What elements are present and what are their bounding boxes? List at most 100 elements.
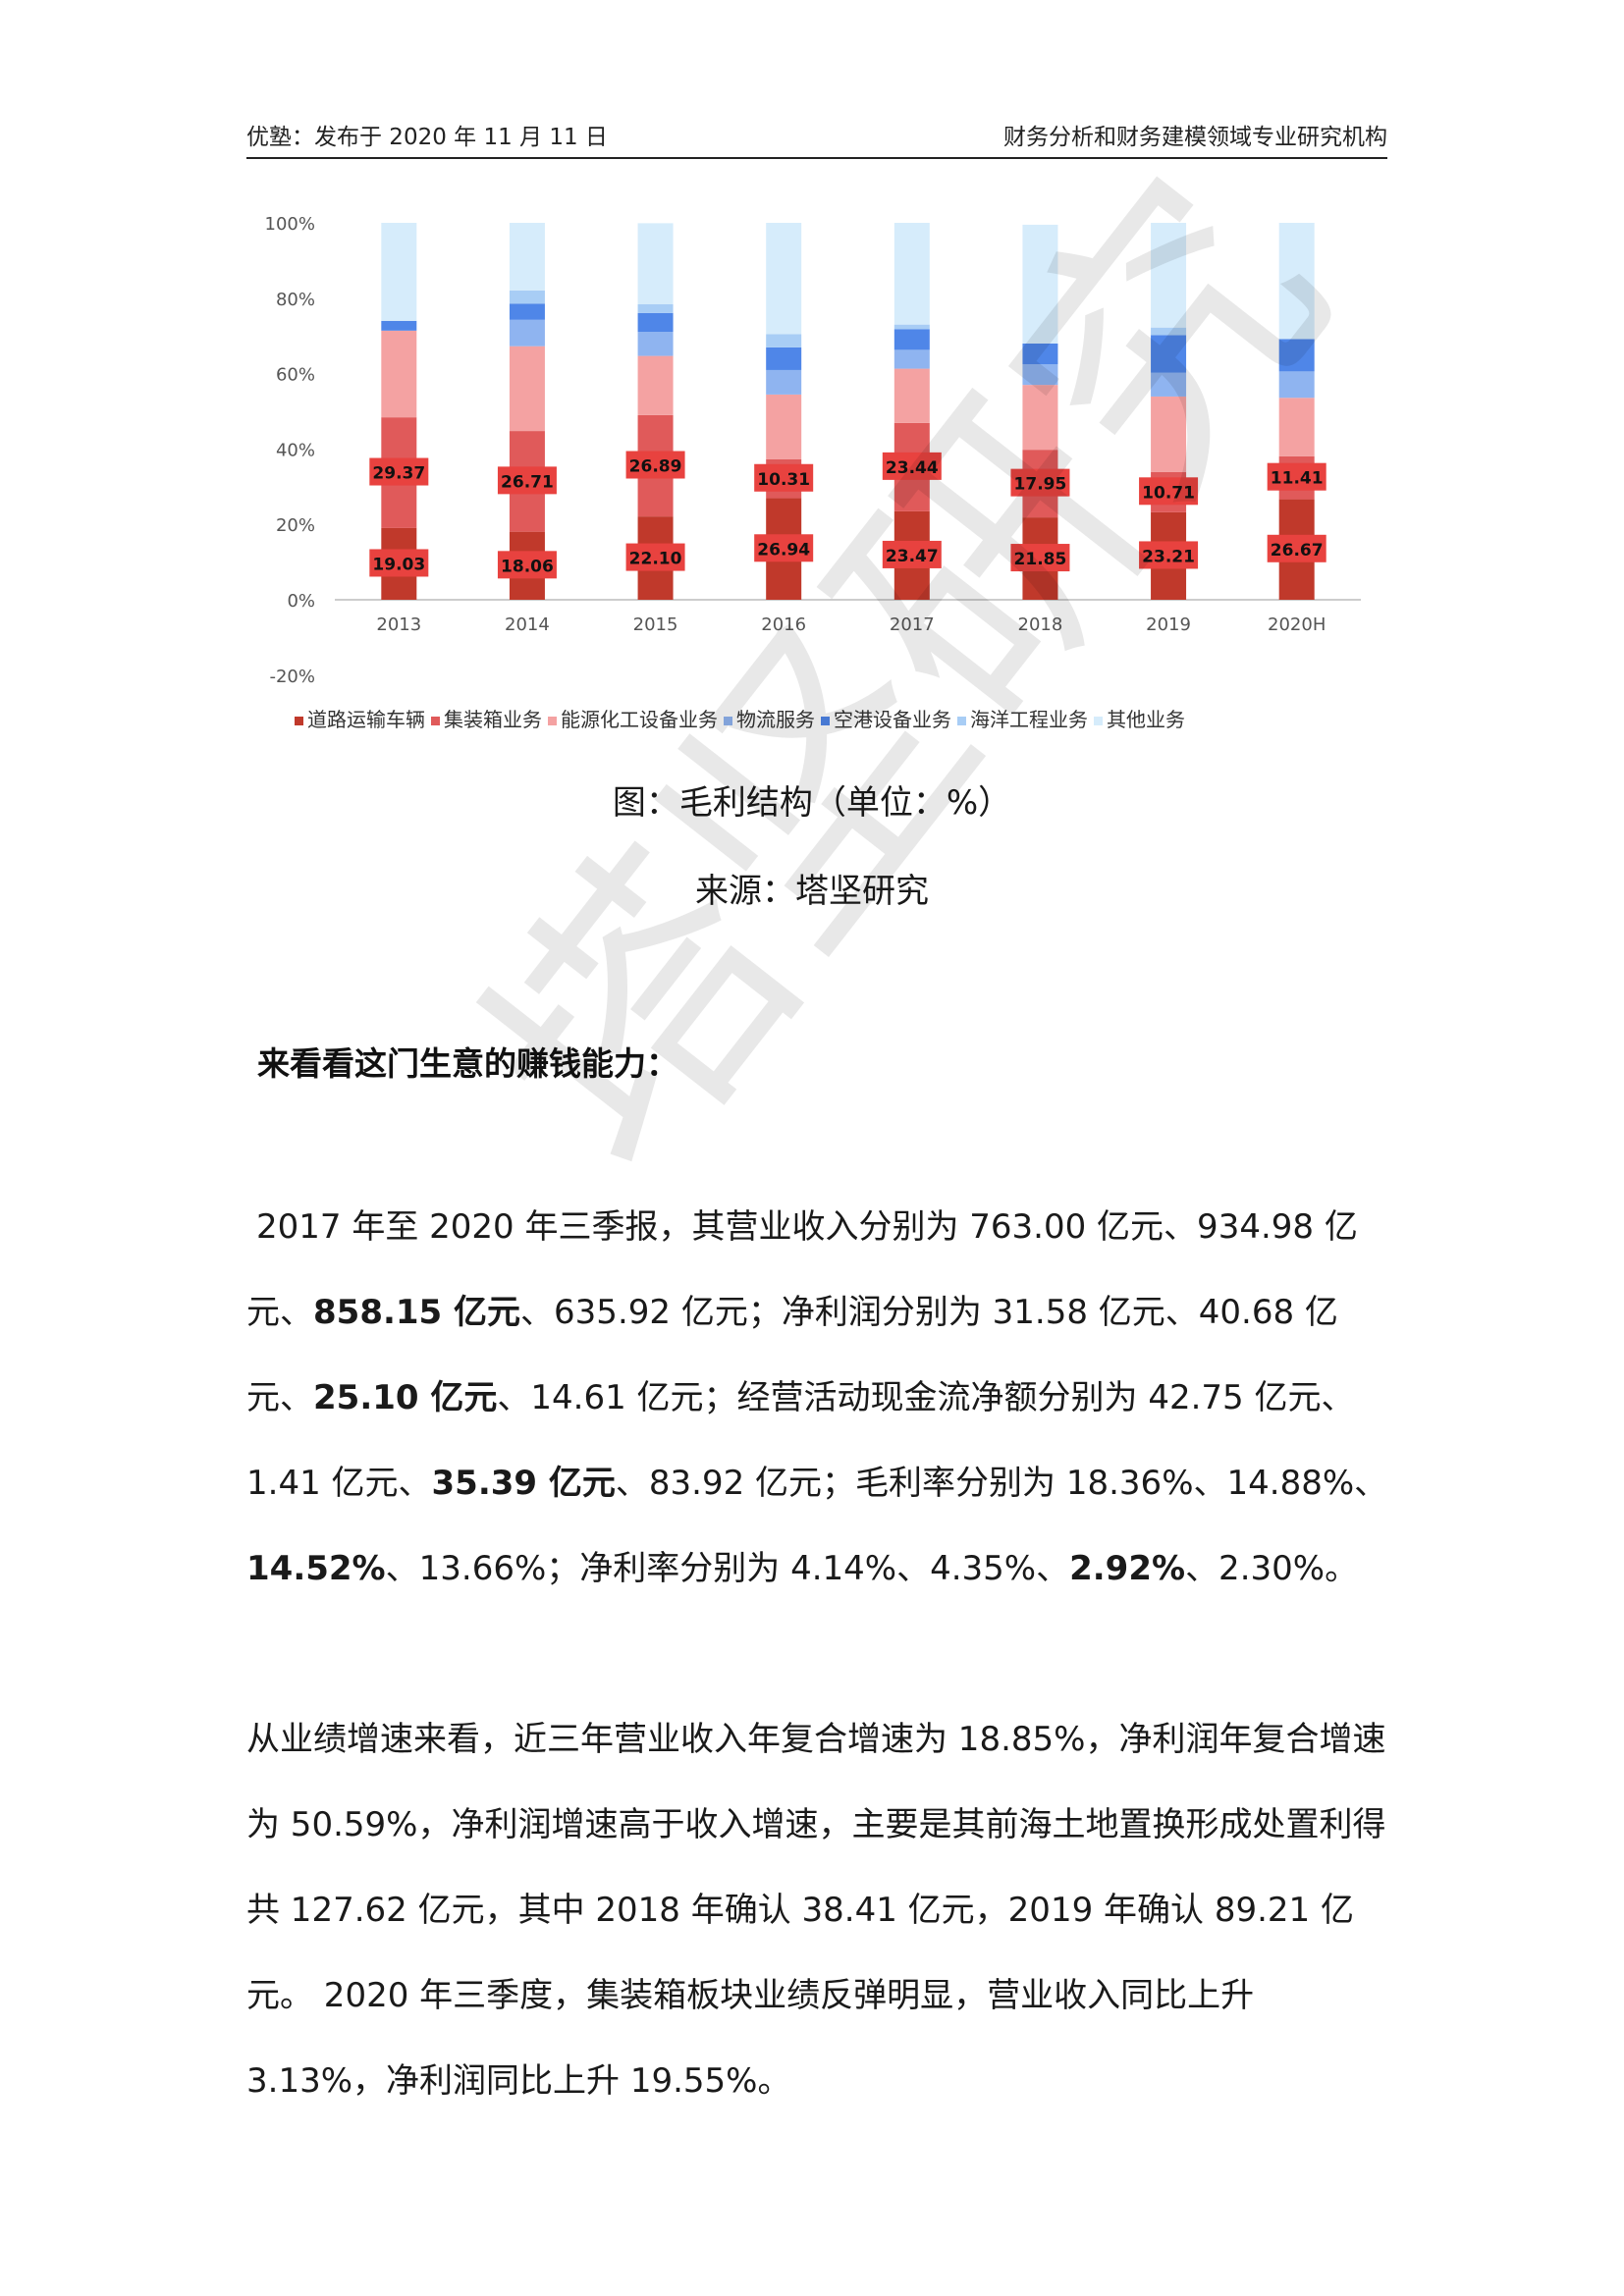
legend-item: 空港设备业务 <box>821 704 951 732</box>
bar-segment <box>893 368 930 423</box>
y-tick-label: 20% <box>276 515 315 536</box>
bar-segment <box>637 355 674 415</box>
bar-segment <box>1278 371 1315 399</box>
legend-item: 道路运输车辆 <box>295 704 425 732</box>
bar-segment <box>766 334 802 347</box>
bar-segment <box>766 223 802 335</box>
data-label: 23.44 <box>886 458 939 478</box>
chart-legend: 道路运输车辆 集装箱业务 能源化工设备业务 物流服务 空港设备业务 海洋工程业务 其他业务 <box>295 704 1375 732</box>
y-tick-label: 80% <box>276 290 315 310</box>
legend-swatch <box>431 717 440 725</box>
data-label: 22.10 <box>629 550 682 569</box>
text-run: 、14.61 亿元；经营活动现金流净额分别为 42.75 亿元、1.41 亿元、 <box>246 1378 1355 1503</box>
y-tick-label: 100% <box>265 214 315 235</box>
x-tick-label: 2019 <box>1146 614 1191 635</box>
legend-item: 物流服务 <box>724 704 815 732</box>
legend-swatch <box>295 717 303 725</box>
data-label-bg <box>1139 541 1199 569</box>
y-tick-label: 60% <box>276 365 315 386</box>
legend-label: 集装箱业务 <box>444 708 542 731</box>
data-label: 26.94 <box>757 540 810 560</box>
y-tick-label: 0% <box>287 591 315 612</box>
legend-label: 空港设备业务 <box>834 708 951 731</box>
y-tick-label: -20% <box>269 667 315 687</box>
legend-item: 能源化工设备业务 <box>548 704 718 732</box>
growth-paragraph: 从业绩增速来看，近三年营业收入年复合增速为 18.85%，净利润年复合增速为 5… <box>246 1720 1386 2101</box>
bar-segment <box>1022 364 1058 386</box>
bar-segment <box>637 312 674 333</box>
data-label: 10.31 <box>757 470 810 490</box>
legend-item: 集装箱业务 <box>431 704 542 732</box>
bar-segment <box>1151 335 1187 373</box>
data-label-bg <box>1267 462 1326 491</box>
page-header: 优塾：发布于 2020 年 11 月 11 日 财务分析和财务建模领域专业研究机… <box>246 114 1387 159</box>
bar-segment <box>766 394 802 459</box>
legend-swatch <box>821 717 830 725</box>
data-label: 26.89 <box>629 457 682 477</box>
bar-segment <box>509 290 545 304</box>
bar-segment <box>1022 385 1058 451</box>
legend-item: 海洋工程业务 <box>957 704 1088 732</box>
bar-segment <box>381 330 417 418</box>
legend-label: 道路运输车辆 <box>307 708 425 731</box>
bold-figure: 858.15 亿元 <box>313 1293 521 1332</box>
bar-segment <box>1278 339 1315 372</box>
data-label-bg <box>1139 477 1199 506</box>
data-label-bg <box>369 549 429 577</box>
x-tick-label: 2016 <box>761 614 806 635</box>
bar-segment <box>893 349 930 369</box>
figure-caption: 图：毛利结构（单位：%） <box>612 783 1012 823</box>
figure-source: 来源：塔坚研究 <box>695 872 929 911</box>
bar-segment <box>1151 372 1187 397</box>
bar-segment <box>1278 398 1315 456</box>
legend-label: 其他业务 <box>1107 708 1185 731</box>
bar-segment <box>893 223 930 325</box>
data-label: 23.47 <box>886 547 939 566</box>
data-label-bg <box>369 457 429 486</box>
data-label: 29.37 <box>372 464 425 484</box>
header-publish-date: 优塾：发布于 2020 年 11 月 11 日 <box>246 125 608 150</box>
legend-label: 能源化工设备业务 <box>561 708 718 731</box>
data-label: 11.41 <box>1271 469 1324 489</box>
data-label: 26.67 <box>1271 541 1324 561</box>
text-run: 、2.30%。 <box>1185 1549 1359 1588</box>
bar-segment <box>1022 224 1058 344</box>
data-label: 17.95 <box>1014 475 1067 495</box>
legend-swatch <box>724 717 732 725</box>
text-run: 、83.92 亿元；毛利率分别为 18.36%、14.88%、 <box>615 1464 1388 1503</box>
x-tick-label: 2014 <box>505 614 550 635</box>
x-tick-label: 2018 <box>1018 614 1063 635</box>
legend-swatch <box>548 717 557 725</box>
bar-segment <box>1151 327 1187 336</box>
x-tick-label: 2017 <box>890 614 935 635</box>
legend-label: 海洋工程业务 <box>970 708 1088 731</box>
x-tick-label: 2015 <box>633 614 678 635</box>
text-run: 、13.66%；净利率分别为 4.14%、4.35%、 <box>385 1549 1070 1588</box>
x-tick-label: 2020H <box>1268 614 1326 635</box>
gross-profit-structure-chart: 100% 80% 60% 40% 20% 0% -20% 19.03 29.37 2013 18.0… <box>265 214 1361 687</box>
data-label-bg <box>754 534 814 562</box>
bar-segment <box>637 303 674 313</box>
data-label-bg <box>882 452 942 480</box>
data-label-bg <box>1010 468 1070 497</box>
bold-figure: 25.10 亿元 <box>313 1378 498 1417</box>
bar-segment <box>381 223 417 321</box>
header-org-tagline: 财务分析和财务建模领域专业研究机构 <box>1003 125 1387 150</box>
bar-segment <box>509 319 545 347</box>
bar-segment <box>637 223 674 304</box>
data-label: 19.03 <box>372 555 425 574</box>
bar-segment <box>1022 343 1058 364</box>
bold-figure: 35.39 亿元 <box>431 1464 616 1503</box>
data-label: 18.06 <box>501 557 554 576</box>
bar-segment <box>509 346 545 432</box>
bar-segment <box>1278 223 1315 340</box>
bar-segment <box>893 329 930 350</box>
bar-segment <box>893 324 930 330</box>
data-label-bg <box>1267 534 1326 562</box>
bar-segment <box>1151 396 1187 472</box>
data-label: 23.21 <box>1142 547 1195 566</box>
legend-label: 物流服务 <box>736 708 815 731</box>
y-tick-label: 40% <box>276 440 315 460</box>
data-label-bg <box>754 463 814 492</box>
data-label: 10.71 <box>1142 483 1195 503</box>
